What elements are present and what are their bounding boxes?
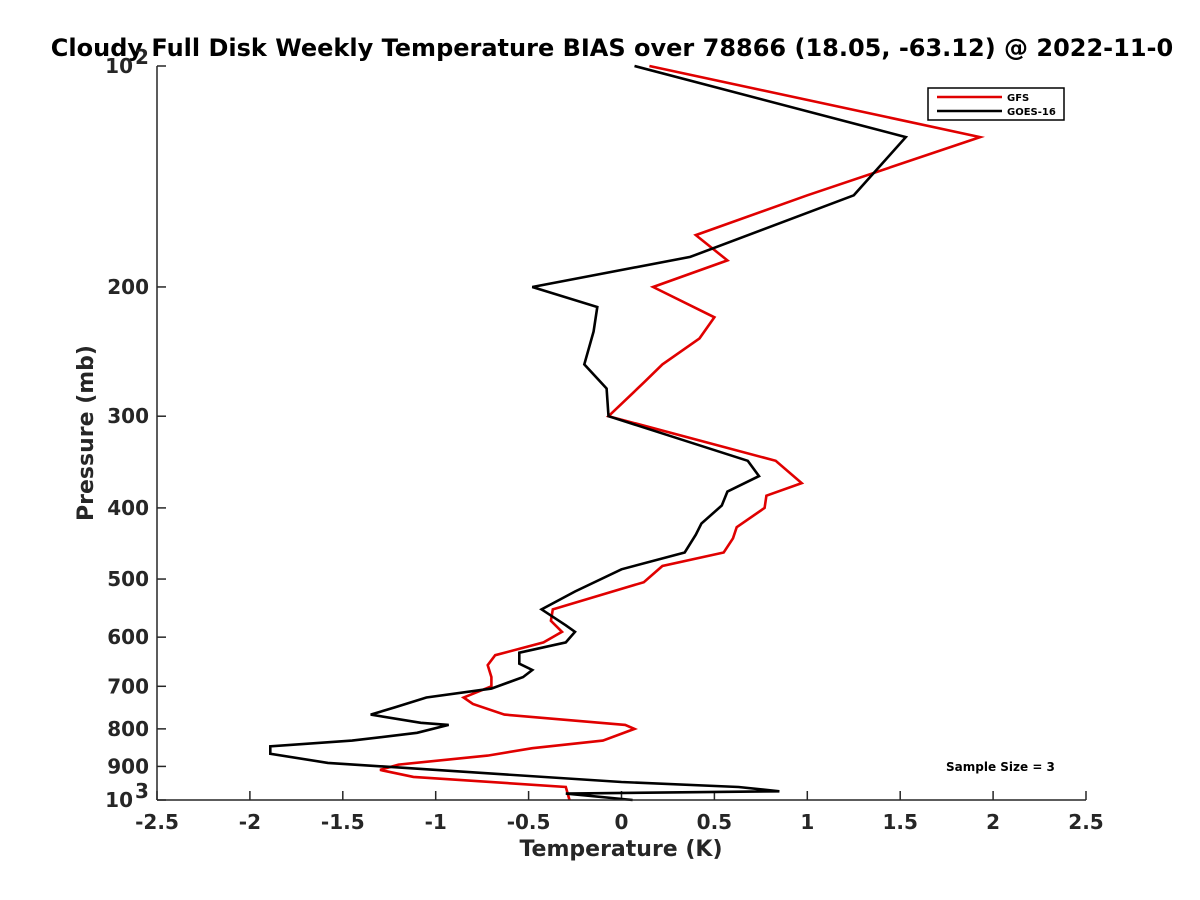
y-tick-label: 500 xyxy=(107,567,149,591)
x-tick-label: 2.5 xyxy=(1068,810,1103,834)
x-tick-label: -2.5 xyxy=(135,810,179,834)
y-tick-exponent: 3 xyxy=(135,779,149,803)
x-tick-label: 2 xyxy=(986,810,1000,834)
legend-label-goes16: GOES-16 xyxy=(1007,107,1056,118)
x-axis-ticks: -2.5 -2 -1.5 -1 -0.5 0 0.5 1 1.5 2 2.5 xyxy=(135,791,1104,834)
y-tick-label: 700 xyxy=(107,674,149,698)
x-tick-label: 0 xyxy=(615,810,629,834)
y-tick-label: 300 xyxy=(107,404,149,428)
series-line-gfs xyxy=(379,64,985,801)
y-tick-exponent: 2 xyxy=(135,45,149,69)
y-axis-label: Pressure (mb) xyxy=(74,345,99,521)
y-tick-label: 800 xyxy=(107,717,149,741)
x-tick-label: -0.5 xyxy=(507,810,551,834)
y-tick-label: 10 xyxy=(105,788,133,812)
plot-area xyxy=(157,66,1086,800)
series-line-goes16 xyxy=(268,64,909,802)
x-tick-label: 0.5 xyxy=(697,810,732,834)
y-tick-label: 900 xyxy=(107,754,149,778)
x-axis-label: Temperature (K) xyxy=(519,837,722,862)
chart-title: Cloudy Full Disk Weekly Temperature BIAS… xyxy=(51,34,1173,62)
legend: GFS GOES-16 xyxy=(927,87,1065,121)
x-tick-label: -2 xyxy=(239,810,261,834)
x-tick-label: 1 xyxy=(800,810,814,834)
y-tick-label: 600 xyxy=(107,625,149,649)
series-layer xyxy=(268,64,985,802)
sample-size-annotation: Sample Size = 3 xyxy=(946,760,1055,774)
x-tick-label: -1 xyxy=(425,810,447,834)
x-tick-label: -1.5 xyxy=(321,810,365,834)
y-tick-label: 400 xyxy=(107,496,149,520)
y-tick-label: 200 xyxy=(107,275,149,299)
y-tick-label: 10 xyxy=(105,54,133,78)
legend-label-gfs: GFS xyxy=(1007,93,1029,104)
x-tick-label: 1.5 xyxy=(882,810,917,834)
legend-box xyxy=(927,87,1065,121)
